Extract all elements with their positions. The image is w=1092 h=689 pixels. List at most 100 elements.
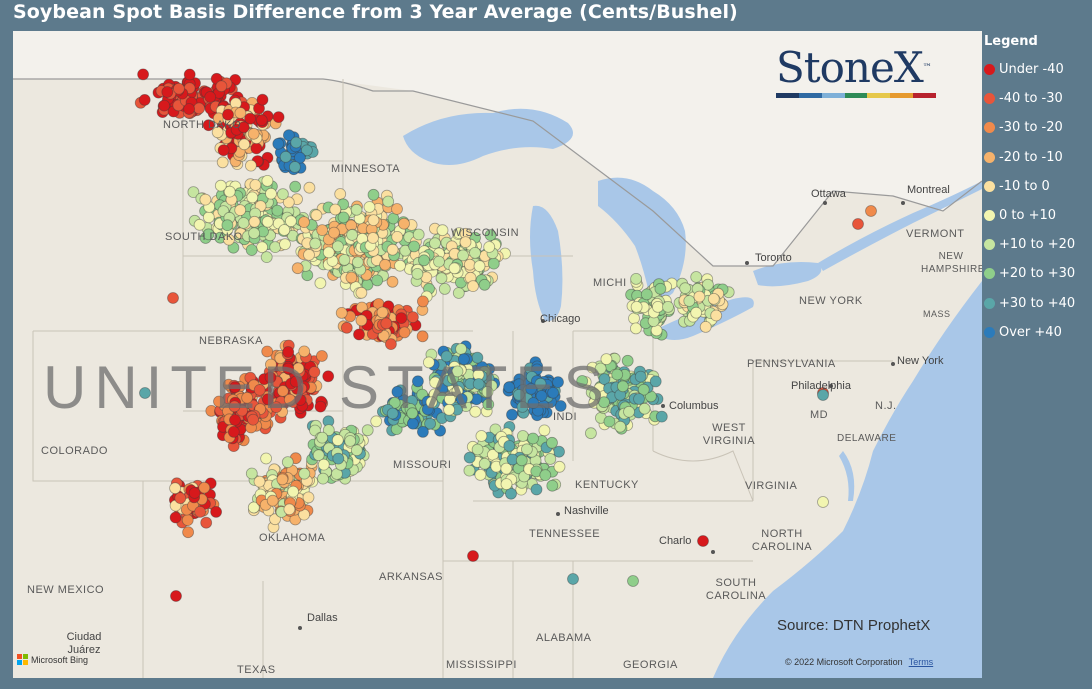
basis-point[interactable] <box>238 138 251 151</box>
basis-point[interactable] <box>216 156 229 169</box>
basis-point[interactable] <box>317 458 330 471</box>
basis-point[interactable] <box>289 180 302 193</box>
basis-point[interactable] <box>598 373 611 386</box>
basis-point[interactable] <box>630 272 642 285</box>
basis-point[interactable] <box>630 300 643 313</box>
basis-point[interactable] <box>214 179 227 192</box>
basis-point[interactable] <box>272 137 285 150</box>
basis-point[interactable] <box>282 196 295 209</box>
basis-point[interactable] <box>516 400 529 413</box>
basis-point[interactable] <box>382 195 395 208</box>
legend-item[interactable]: Under -40 <box>984 55 1090 84</box>
basis-point[interactable] <box>182 526 195 539</box>
basis-point[interactable] <box>817 496 829 508</box>
basis-point[interactable] <box>683 295 696 307</box>
basis-point[interactable] <box>690 306 703 319</box>
basis-point[interactable] <box>852 218 864 230</box>
basis-point[interactable] <box>308 366 321 378</box>
legend-item[interactable]: -30 to -20 <box>984 113 1090 142</box>
basis-point[interactable] <box>282 346 295 358</box>
basis-point[interactable] <box>269 513 281 526</box>
legend-item[interactable]: Over +40 <box>984 318 1090 347</box>
basis-point[interactable] <box>386 243 399 256</box>
basis-point[interactable] <box>291 262 304 275</box>
basis-point[interactable] <box>370 415 383 428</box>
basis-point[interactable] <box>261 393 274 406</box>
basis-point[interactable] <box>248 227 261 240</box>
basis-point[interactable] <box>245 244 258 256</box>
basis-point[interactable] <box>481 385 494 398</box>
basis-point[interactable] <box>246 191 259 204</box>
basis-point[interactable] <box>314 277 327 290</box>
basis-point[interactable] <box>169 482 182 495</box>
basis-point[interactable] <box>538 424 551 437</box>
basis-point[interactable] <box>394 259 406 272</box>
basis-point[interactable] <box>452 287 465 299</box>
basis-point[interactable] <box>237 121 250 134</box>
basis-point[interactable] <box>287 485 300 498</box>
basis-point[interactable] <box>181 514 194 527</box>
basis-point[interactable] <box>654 282 667 295</box>
basis-point[interactable] <box>395 312 408 325</box>
basis-point[interactable] <box>332 452 345 465</box>
basis-point[interactable] <box>406 311 419 324</box>
basis-point[interactable] <box>424 417 437 430</box>
basis-point[interactable] <box>506 408 518 421</box>
basis-point[interactable] <box>355 314 368 327</box>
basis-point[interactable] <box>690 271 703 283</box>
basis-point[interactable] <box>256 93 269 106</box>
basis-point[interactable] <box>229 381 241 394</box>
basis-point[interactable] <box>436 224 449 237</box>
basis-point[interactable] <box>335 306 348 319</box>
basis-point[interactable] <box>469 405 482 418</box>
basis-point[interactable] <box>312 449 325 462</box>
basis-point[interactable] <box>386 407 399 420</box>
basis-point[interactable] <box>527 432 539 445</box>
basis-point[interactable] <box>527 397 540 409</box>
basis-point[interactable] <box>384 338 397 351</box>
basis-point[interactable] <box>210 505 223 518</box>
basis-point[interactable] <box>279 151 292 163</box>
basis-point[interactable] <box>443 403 456 416</box>
basis-point[interactable] <box>174 492 187 505</box>
basis-point[interactable] <box>448 262 461 275</box>
basis-point[interactable] <box>418 254 430 267</box>
basis-point[interactable] <box>416 330 429 343</box>
map-canvas[interactable]: UNITED STATES NORTH DAKO SOUTH DAKO MINN… <box>13 31 982 678</box>
basis-point[interactable] <box>649 375 662 388</box>
basis-point[interactable] <box>576 375 589 387</box>
basis-point[interactable] <box>255 114 268 127</box>
basis-point[interactable] <box>482 398 495 411</box>
basis-point[interactable] <box>211 126 224 139</box>
basis-point[interactable] <box>193 218 206 231</box>
basis-point[interactable] <box>328 226 340 239</box>
basis-point[interactable] <box>679 282 692 295</box>
basis-point[interactable] <box>478 278 491 291</box>
basis-point[interactable] <box>553 460 566 473</box>
basis-point[interactable] <box>457 249 469 262</box>
basis-point[interactable] <box>261 174 274 187</box>
basis-point[interactable] <box>322 370 335 383</box>
basis-point[interactable] <box>525 382 537 395</box>
legend-item[interactable]: +30 to +40 <box>984 289 1090 318</box>
basis-point[interactable] <box>617 380 629 393</box>
basis-point[interactable] <box>438 282 451 295</box>
basis-point[interactable] <box>202 119 215 132</box>
terms-link[interactable]: Terms <box>908 657 934 667</box>
basis-point[interactable] <box>473 260 486 273</box>
legend-item[interactable]: -40 to -30 <box>984 84 1090 113</box>
basis-point[interactable] <box>289 375 302 388</box>
basis-point[interactable] <box>655 410 668 423</box>
basis-point[interactable] <box>345 271 358 284</box>
basis-point[interactable] <box>398 217 410 230</box>
basis-point[interactable] <box>337 198 350 211</box>
basis-point[interactable] <box>463 258 476 271</box>
basis-point[interactable] <box>355 301 368 314</box>
basis-point[interactable] <box>594 362 607 375</box>
basis-point[interactable] <box>702 278 714 291</box>
basis-point[interactable] <box>161 86 174 98</box>
basis-point[interactable] <box>534 377 547 390</box>
basis-point[interactable] <box>546 479 559 492</box>
basis-point[interactable] <box>623 405 635 418</box>
basis-point[interactable] <box>350 203 363 216</box>
